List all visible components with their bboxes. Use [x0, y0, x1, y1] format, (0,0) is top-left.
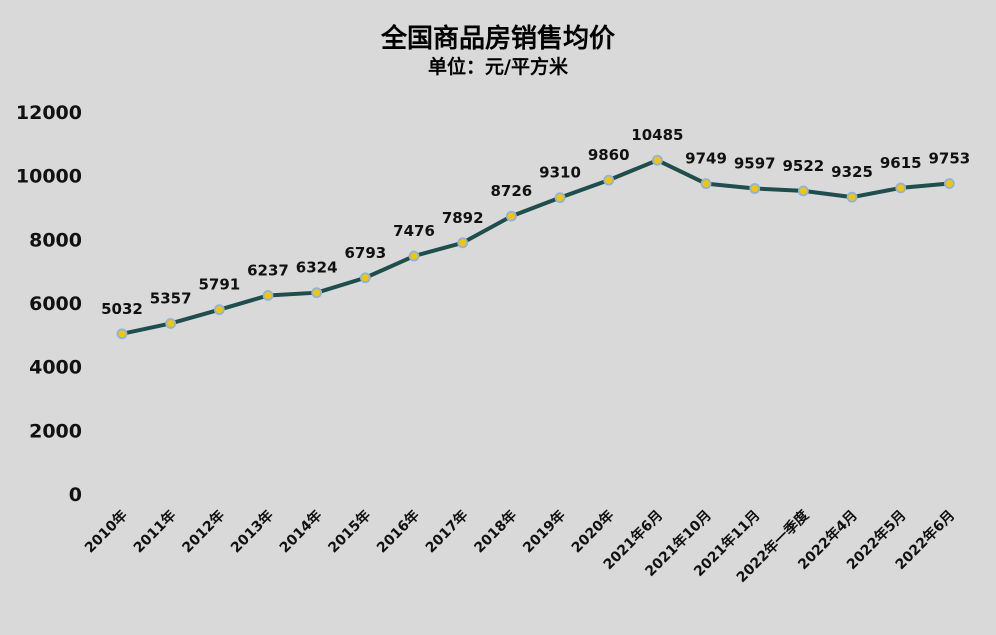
data-label: 8726 [490, 182, 532, 200]
data-point [651, 154, 663, 166]
data-label: 9310 [539, 164, 581, 182]
data-point [457, 237, 469, 249]
y-tick-label: 2000 [29, 420, 82, 442]
data-point [116, 328, 128, 340]
data-point [213, 304, 225, 316]
data-label: 9753 [929, 150, 971, 168]
data-label: 7892 [442, 209, 484, 227]
chart-title: 全国商品房销售均价 [380, 24, 615, 54]
data-point [895, 182, 907, 194]
data-point [311, 287, 323, 299]
data-label: 6324 [296, 259, 338, 277]
data-point [554, 192, 566, 204]
data-point [408, 250, 420, 262]
data-label: 9325 [831, 163, 873, 181]
data-label: 5791 [198, 276, 240, 294]
x-tick-label: 2019年 [519, 507, 568, 556]
y-tick-label: 0 [69, 484, 82, 506]
y-tick-label: 10000 [16, 166, 82, 188]
y-tick-label: 8000 [29, 229, 82, 251]
data-point [262, 290, 274, 301]
data-point [603, 174, 615, 186]
data-label: 6793 [344, 244, 386, 262]
data-point [943, 178, 955, 189]
data-label: 9749 [685, 150, 727, 168]
y-tick-label: 12000 [16, 102, 82, 124]
x-tick-label: 2013年 [227, 507, 276, 556]
series-line [120, 158, 952, 336]
data-label: 9860 [588, 146, 630, 164]
data-label: 5357 [150, 289, 192, 307]
data-label: 5032 [101, 300, 143, 318]
x-tick-label: 2017年 [422, 507, 471, 556]
data-label: 10485 [631, 126, 683, 144]
chart-subtitle: 单位：元/平方米 [428, 56, 568, 78]
data-label: 9522 [783, 157, 825, 175]
data-label: 7476 [393, 222, 435, 240]
data-point [797, 185, 809, 197]
data-point [749, 183, 761, 194]
x-tick-label: 2012年 [179, 507, 228, 556]
data-point [359, 272, 371, 284]
y-tick-label: 4000 [29, 357, 82, 379]
x-tick-label: 2014年 [276, 507, 325, 556]
data-point [846, 191, 858, 203]
x-tick-label: 2015年 [325, 507, 374, 556]
data-point [165, 318, 177, 329]
data-label: 9597 [734, 154, 776, 172]
x-tick-label: 2020年 [568, 507, 617, 556]
x-tick-label: 2016年 [373, 507, 422, 556]
data-point [505, 210, 517, 222]
data-point [700, 178, 712, 190]
x-tick-label: 2010年 [81, 507, 130, 556]
y-tick-label: 6000 [29, 293, 82, 315]
x-tick-label: 2018年 [471, 507, 520, 556]
data-label: 6237 [247, 261, 289, 279]
x-tick-label: 2011年 [130, 507, 179, 556]
data-label: 9615 [880, 154, 922, 172]
